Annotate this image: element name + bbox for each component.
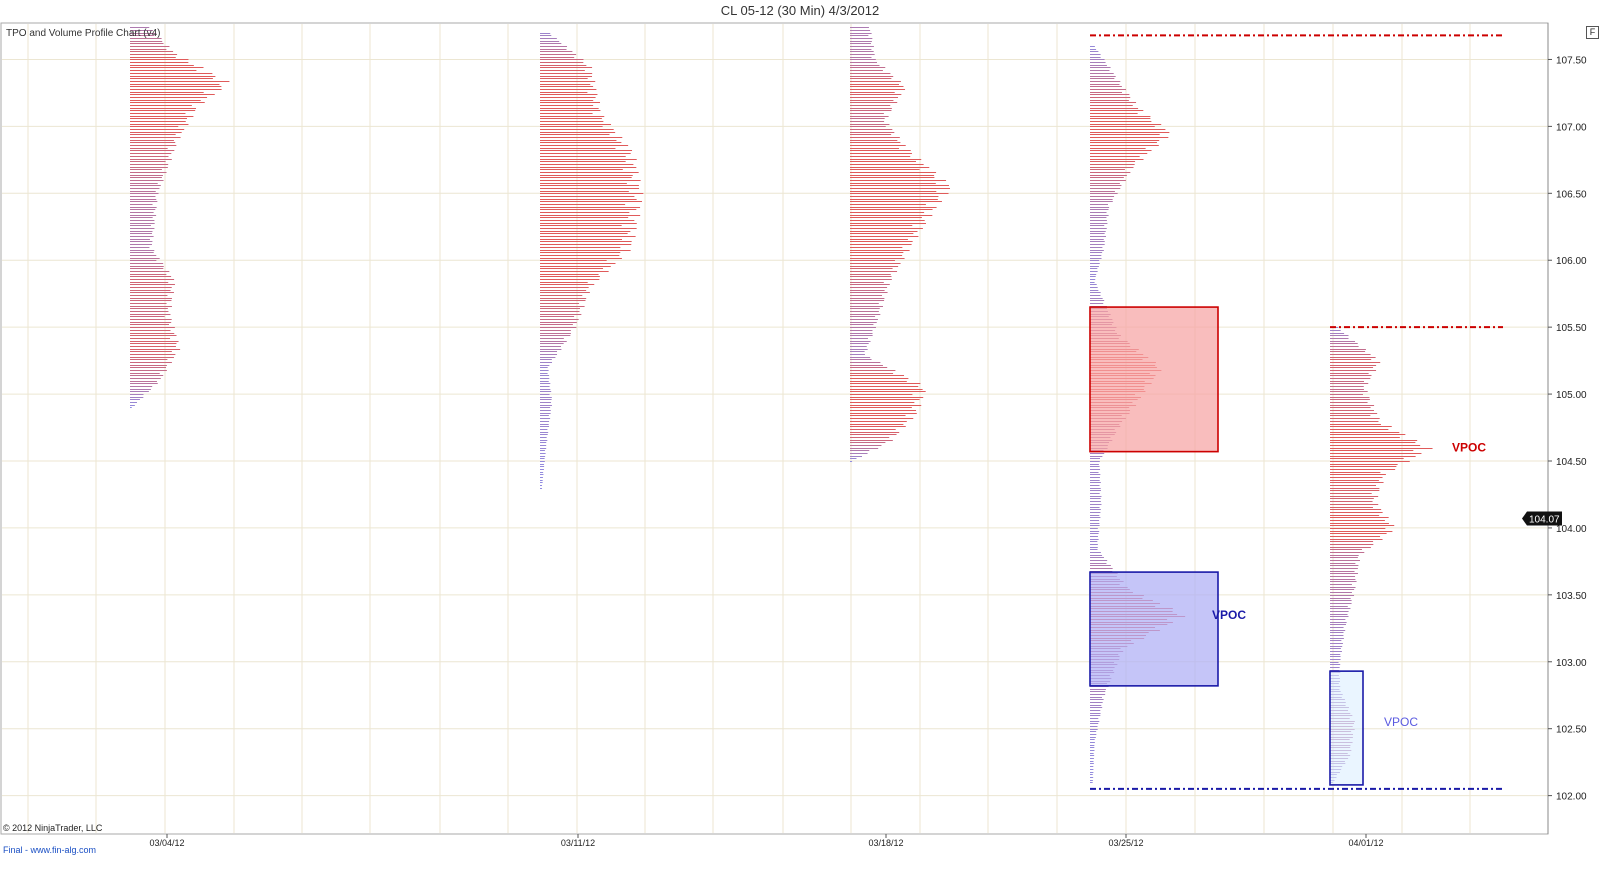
footer-link[interactable]: Final - www.fin-alg.com [3,845,96,855]
copyright-text: © 2012 NinjaTrader, LLC [3,823,103,833]
time-axis[interactable]: 03/04/12 03/11/12 03/18/12 03/25/12 04/01/12 [149,834,1384,848]
price-tick-label: 106.50 [1556,189,1587,200]
last-price-tag [1522,511,1562,526]
price-tick-label: 104.50 [1556,457,1587,468]
vpoc-box-blue[interactable] [1089,571,1219,687]
indicator-label: TPO and Volume Profile Chart (v4) [6,28,161,39]
price-tick-label: 105.00 [1556,390,1587,401]
chart-options-button[interactable]: F [1586,26,1599,39]
time-tick-label: 03/25/12 [1108,838,1143,848]
chart-panel-background [0,22,1549,835]
last-price-marker: 104.07 [1522,511,1562,526]
last-price-label: 104.07 [1529,515,1560,526]
vpoc-label-red: VPOC [1452,441,1486,455]
price-tick-label: 107.00 [1556,122,1587,133]
price-tick-label: 103.50 [1556,591,1587,602]
price-tick-label: 105.50 [1556,323,1587,334]
grid-layer [2,24,1548,833]
vpoc-label-lightblue: VPOC [1384,715,1418,729]
price-tick-label: 102.50 [1556,725,1587,736]
price-tick-label: 106.00 [1556,256,1587,267]
price-tick-label: 104.00 [1556,524,1587,535]
price-tick-label: 107.50 [1556,55,1587,66]
vpoc-box-red[interactable] [1089,306,1219,453]
time-tick-label: 04/01/12 [1348,838,1383,848]
price-axis[interactable]: 102.00 102.50 103.00 103.50 104.00 104.50 105.… [1522,55,1587,803]
price-tick-label: 102.00 [1556,792,1587,803]
time-tick-label: 03/11/12 [561,838,595,848]
window-title: CL 05-12 (30 Min) 4/3/2012 [720,3,880,18]
price-tick-label: 103.00 [1556,658,1587,669]
profile-03-04-12 [130,27,230,408]
overlay-layer: VPOC VPOC VPOC [1089,34,1503,790]
vpoc-box-light[interactable] [1329,670,1364,786]
profile-03-18-12 [850,27,950,462]
time-tick-label: 03/04/12 [149,838,184,848]
profile-layer [130,27,1433,783]
vpoc-label-blue: VPOC [1212,608,1246,622]
time-tick-label: 03/18/12 [868,838,903,848]
profile-03-11-12 [540,33,644,489]
